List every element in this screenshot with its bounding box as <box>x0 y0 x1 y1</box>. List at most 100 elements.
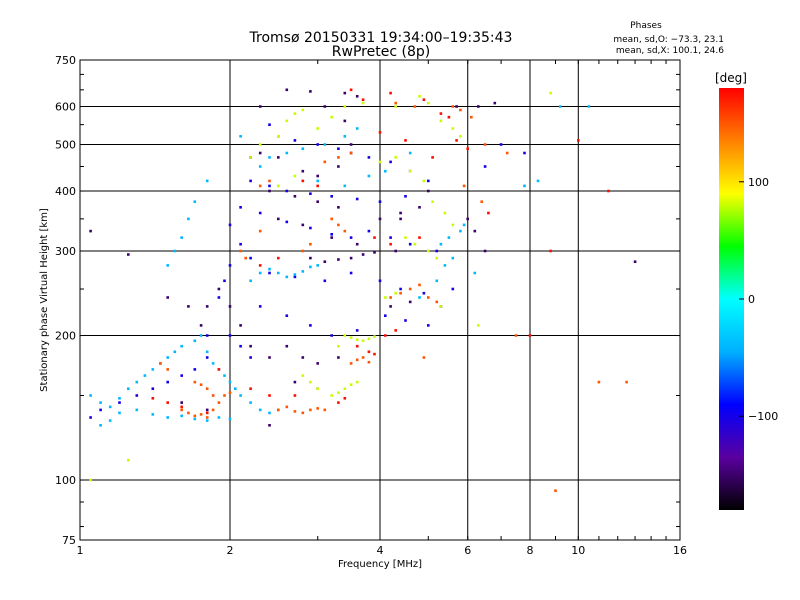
data-point <box>435 249 439 253</box>
data-point <box>427 324 430 327</box>
data-point <box>309 192 312 195</box>
data-point <box>193 200 197 203</box>
data-point <box>470 115 473 119</box>
data-point <box>373 251 376 254</box>
data-point <box>422 291 426 295</box>
data-point <box>135 408 139 412</box>
data-point <box>258 211 262 215</box>
data-point <box>135 394 139 397</box>
data-point <box>427 101 430 105</box>
data-point <box>349 383 353 386</box>
data-point <box>451 256 455 260</box>
data-point <box>118 397 121 400</box>
data-point <box>408 287 412 291</box>
data-point <box>89 229 92 233</box>
data-point <box>193 368 197 371</box>
data-point <box>330 115 333 119</box>
stats-line-x: mean, sd,X: 100.1, 24.6 <box>616 46 724 56</box>
data-point <box>439 242 443 246</box>
data-point <box>285 189 289 193</box>
x-tick-label: 8 <box>527 544 534 557</box>
data-point <box>258 165 262 168</box>
data-point <box>316 407 319 410</box>
data-point <box>355 95 359 98</box>
data-point <box>166 416 169 419</box>
data-point <box>217 296 221 299</box>
data-point <box>443 211 447 215</box>
data-point <box>316 174 319 178</box>
data-point <box>239 242 242 246</box>
data-point <box>301 179 305 183</box>
data-point <box>118 411 121 415</box>
data-point <box>536 179 540 183</box>
data-point <box>404 139 407 142</box>
data-point <box>228 223 232 227</box>
data-point <box>439 305 443 308</box>
data-point <box>89 394 92 397</box>
grid-lines <box>80 60 680 540</box>
data-point <box>228 380 232 384</box>
data-point <box>418 296 421 299</box>
data-point <box>389 236 392 239</box>
data-point <box>301 411 305 415</box>
x-tick-label: 6 <box>464 544 471 557</box>
data-point <box>205 408 209 412</box>
data-point <box>228 305 232 308</box>
data-point <box>239 206 242 209</box>
data-point <box>343 397 347 400</box>
data-point <box>389 160 392 164</box>
data-point <box>399 217 402 221</box>
data-point <box>205 356 209 359</box>
data-point <box>268 356 271 359</box>
data-point <box>309 265 312 269</box>
data-point <box>239 394 242 397</box>
data-point <box>285 344 289 348</box>
data-point <box>558 105 562 108</box>
phase-series <box>151 88 610 415</box>
data-point <box>258 143 262 146</box>
data-point <box>330 394 333 397</box>
data-point <box>199 383 203 386</box>
data-point <box>249 256 252 260</box>
data-point <box>367 156 371 159</box>
data-point <box>462 223 466 227</box>
data-point <box>211 408 215 412</box>
data-point <box>277 271 280 275</box>
data-point <box>268 411 271 415</box>
data-point <box>285 151 289 155</box>
data-point <box>249 401 252 404</box>
data-point <box>451 127 455 130</box>
data-point <box>389 242 392 246</box>
data-point <box>285 220 289 224</box>
data-point <box>418 206 421 209</box>
data-point <box>477 324 480 327</box>
data-point <box>343 334 347 337</box>
data-point <box>408 300 412 304</box>
data-point <box>455 139 458 142</box>
data-point <box>384 169 387 173</box>
colorbar-tick-label: 100 <box>748 176 769 189</box>
data-point <box>483 143 487 146</box>
data-point <box>258 305 262 308</box>
data-point <box>228 264 232 267</box>
y-axis-title: Stationary phase Virtual Height [km] <box>39 208 50 392</box>
data-point <box>309 408 312 412</box>
data-point <box>404 319 407 322</box>
data-point <box>483 165 487 168</box>
data-point <box>422 98 426 101</box>
data-point <box>394 156 397 159</box>
data-point <box>330 334 333 337</box>
data-point <box>316 200 319 203</box>
data-point <box>285 88 289 92</box>
data-point <box>349 151 353 155</box>
data-point <box>166 356 169 359</box>
data-point <box>408 242 412 246</box>
data-point <box>135 380 139 384</box>
data-point <box>277 256 280 260</box>
data-point <box>99 424 102 427</box>
phase-series <box>159 101 628 492</box>
data-point <box>309 242 312 246</box>
data-point <box>180 401 183 404</box>
data-point <box>355 127 359 130</box>
data-point <box>239 344 242 348</box>
